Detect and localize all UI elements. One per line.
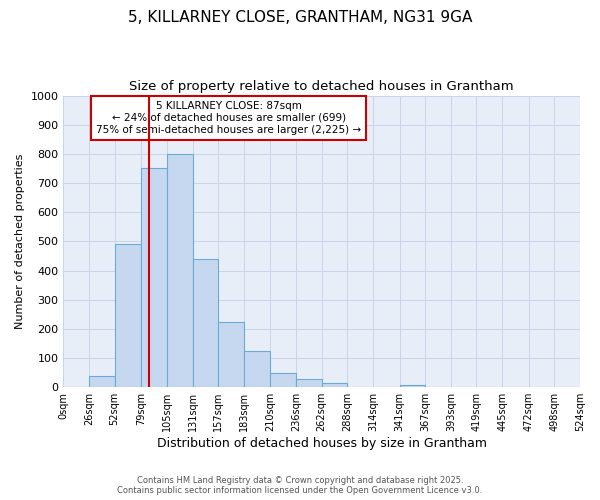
Bar bbox=[141, 168, 167, 387]
Bar bbox=[244, 351, 271, 387]
Text: 5 KILLARNEY CLOSE: 87sqm
← 24% of detached houses are smaller (699)
75% of semi-: 5 KILLARNEY CLOSE: 87sqm ← 24% of detach… bbox=[96, 102, 361, 134]
Bar bbox=[400, 385, 425, 387]
X-axis label: Distribution of detached houses by size in Grantham: Distribution of detached houses by size … bbox=[157, 437, 487, 450]
Title: Size of property relative to detached houses in Grantham: Size of property relative to detached ho… bbox=[130, 80, 514, 93]
Bar bbox=[115, 244, 141, 387]
Y-axis label: Number of detached properties: Number of detached properties bbox=[15, 154, 25, 329]
Bar bbox=[193, 259, 218, 387]
Bar bbox=[322, 383, 347, 387]
Bar bbox=[89, 376, 115, 387]
Bar bbox=[218, 322, 244, 387]
Text: 5, KILLARNEY CLOSE, GRANTHAM, NG31 9GA: 5, KILLARNEY CLOSE, GRANTHAM, NG31 9GA bbox=[128, 10, 472, 25]
Bar bbox=[271, 372, 296, 387]
Text: Contains HM Land Registry data © Crown copyright and database right 2025.
Contai: Contains HM Land Registry data © Crown c… bbox=[118, 476, 482, 495]
Bar bbox=[296, 379, 322, 387]
Bar bbox=[167, 154, 193, 387]
